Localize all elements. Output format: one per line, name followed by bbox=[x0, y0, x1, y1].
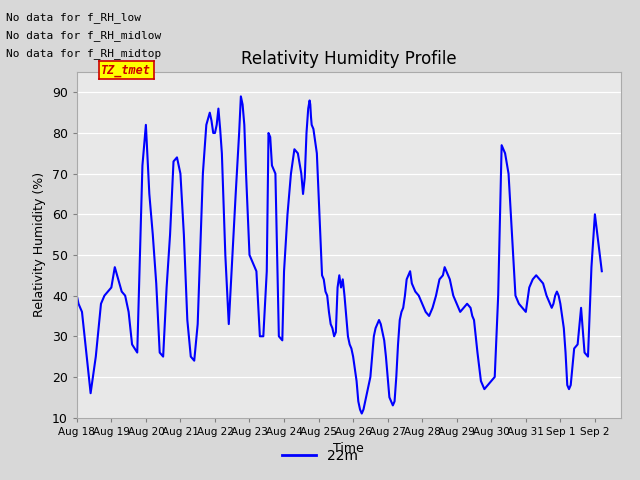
Title: Relativity Humidity Profile: Relativity Humidity Profile bbox=[241, 49, 456, 68]
Y-axis label: Relativity Humidity (%): Relativity Humidity (%) bbox=[33, 172, 46, 317]
Legend: 22m: 22m bbox=[276, 443, 364, 468]
Text: TZ_tmet: TZ_tmet bbox=[102, 63, 151, 77]
Text: No data for f_RH_midlow: No data for f_RH_midlow bbox=[6, 30, 162, 41]
X-axis label: Time: Time bbox=[333, 442, 364, 455]
Text: No data for f_RH_midtop: No data for f_RH_midtop bbox=[6, 48, 162, 60]
Text: No data for f_RH_low: No data for f_RH_low bbox=[6, 12, 141, 23]
